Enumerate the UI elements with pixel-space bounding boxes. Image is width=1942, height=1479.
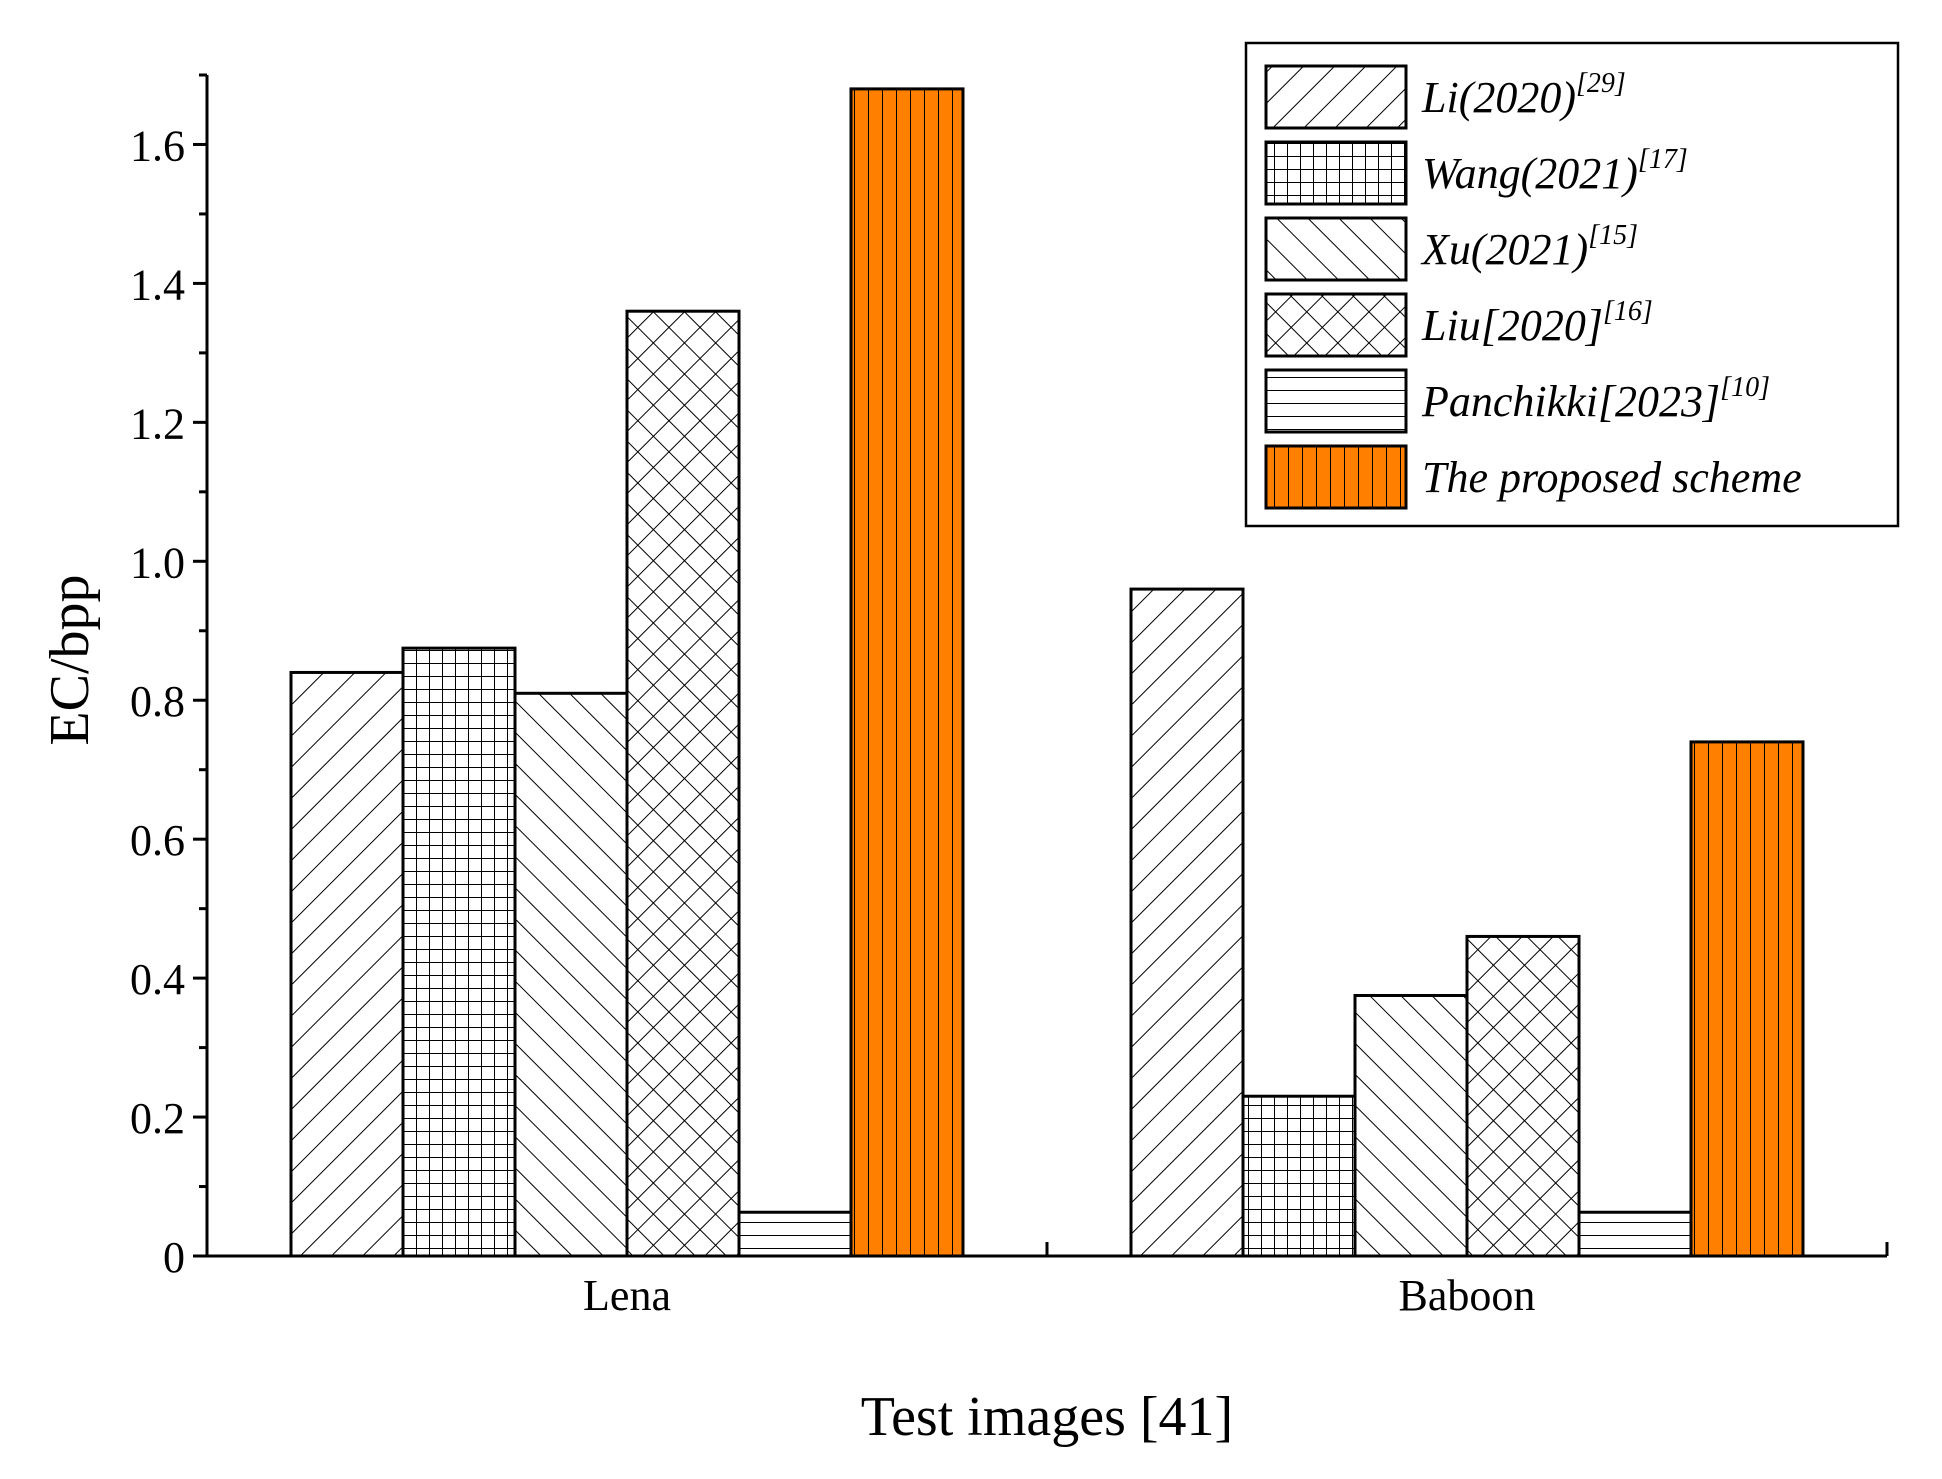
legend-swatch	[1264, 292, 1408, 358]
legend-swatch	[1264, 140, 1408, 206]
y-tick-label: 1.4	[130, 260, 185, 309]
y-tick-label: 0.8	[130, 677, 185, 726]
y-tick-label: 0.2	[130, 1094, 185, 1143]
legend-swatch	[1264, 368, 1408, 434]
x-tick-labels: Lena Baboon	[583, 1271, 1535, 1320]
x-tick-label: Baboon	[1399, 1271, 1536, 1320]
legend-label: The proposed scheme	[1422, 453, 1802, 502]
legend-label: Panchikki[2023][10]	[1421, 372, 1770, 426]
bar-lena-series-6	[849, 87, 965, 1258]
y-axis-title: EC/bpp	[39, 574, 101, 745]
y-tick-label: 1.6	[130, 121, 185, 170]
y-tick-label: 1.0	[130, 538, 185, 587]
y-tick-label: 0	[163, 1233, 185, 1282]
legend-reference: [16]	[1603, 296, 1653, 327]
bars	[289, 87, 1805, 1258]
bar-lena-series-2	[401, 646, 517, 1258]
legend-swatch	[1264, 216, 1408, 282]
x-axis-title: Test images [41]	[861, 1386, 1233, 1448]
legend-reference: [29]	[1576, 68, 1626, 99]
bar-lena-series-3	[513, 691, 629, 1258]
x-tick-label: Lena	[583, 1271, 671, 1320]
bar-baboon-series-6	[1689, 740, 1805, 1258]
bar-baboon-series-1	[1129, 587, 1245, 1258]
bar-lena-series-4	[625, 309, 741, 1258]
y-tick-label: 0.4	[130, 955, 185, 1004]
legend-reference: [15]	[1588, 220, 1638, 251]
legend: Li(2020)[29]Wang(2021)[17]Xu(2021)[15]Li…	[1244, 41, 1900, 528]
bar-baboon-series-2	[1241, 1094, 1357, 1258]
y-tick-label: 0.6	[130, 816, 185, 865]
bar-baboon-series-5	[1577, 1210, 1693, 1258]
bar-baboon-series-3	[1353, 993, 1469, 1258]
bar-lena-series-5	[737, 1210, 853, 1258]
legend-swatch	[1264, 64, 1408, 130]
legend-reference: [10]	[1720, 372, 1770, 403]
bar-lena-series-1	[289, 670, 405, 1258]
legend-reference: [17]	[1638, 144, 1688, 175]
y-ticks: 0 0.2 0.4 0.6 0.8 1.0 1.2 1.4 1.6	[130, 73, 207, 1282]
y-tick-label: 1.2	[130, 399, 185, 448]
legend-swatch	[1264, 444, 1408, 510]
bar-baboon-series-4	[1465, 934, 1581, 1258]
